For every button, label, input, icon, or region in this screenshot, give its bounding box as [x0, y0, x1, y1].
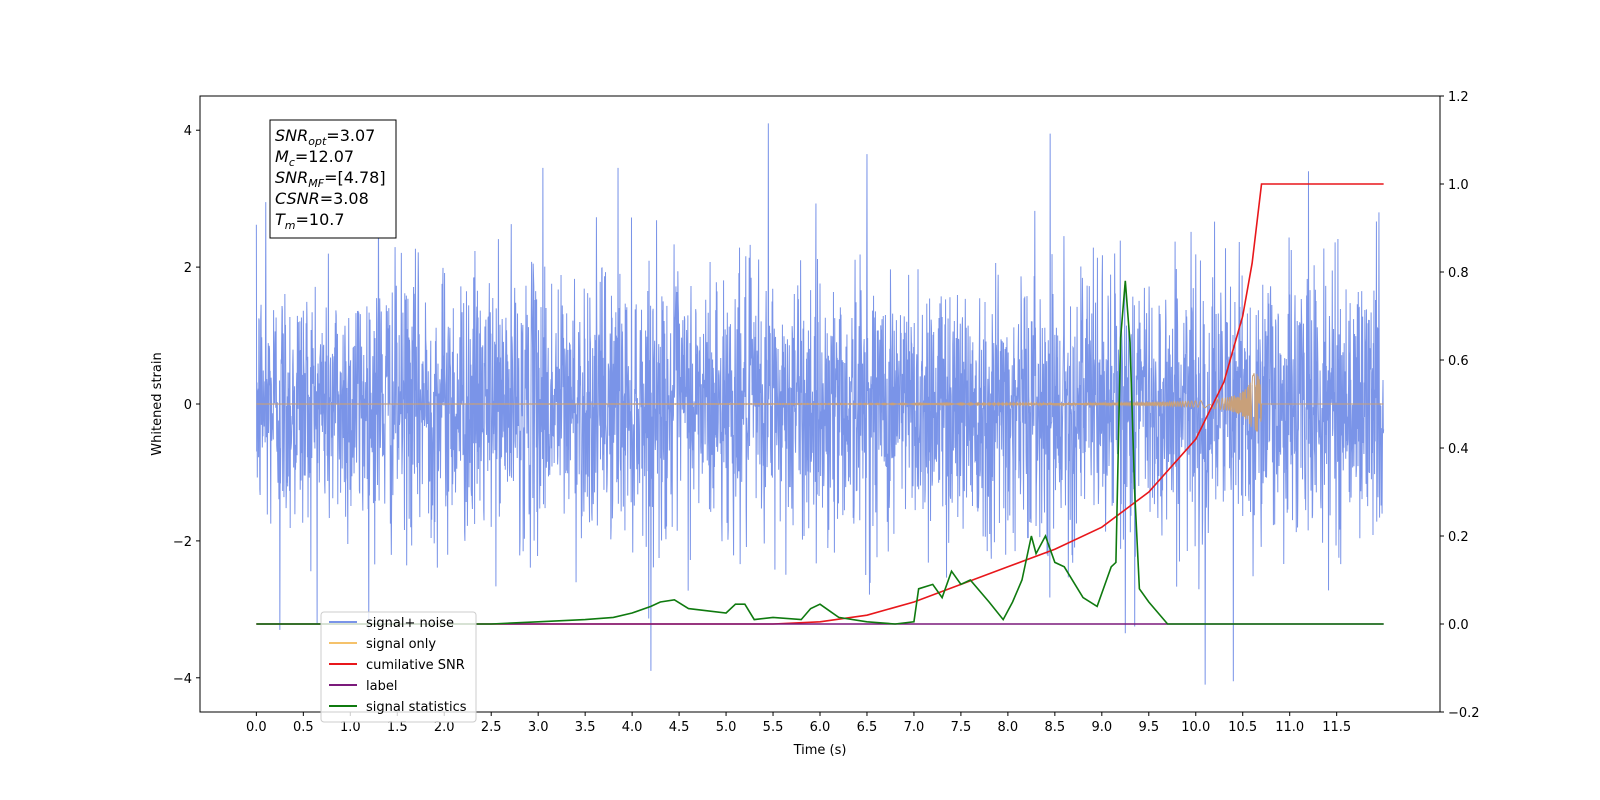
- legend-frame: [320, 611, 477, 723]
- annotation-subscript: opt: [308, 135, 327, 148]
- y-tick-label: 0: [184, 398, 192, 413]
- annotation-line: SNRMF=[4.78]: [275, 168, 386, 190]
- y-axis-left: 4 2 0 −2 −4: [173, 124, 200, 687]
- annotation-value: =3.07: [326, 126, 375, 145]
- annotation-symbol: T: [275, 210, 286, 229]
- y-tick-label: −2: [173, 535, 192, 550]
- legend-label: label: [366, 679, 397, 694]
- annotation-symbol: SNR: [275, 126, 308, 145]
- annotation-line: Tm=10.7: [275, 210, 345, 232]
- y2-tick-label: 0.8: [1448, 266, 1469, 281]
- x-tick-label: 8.5: [1045, 720, 1066, 735]
- x-tick-label: 1.5: [387, 720, 408, 735]
- annotation-subscript: c: [289, 156, 295, 169]
- y-axis-right: 1.2 1.0 0.8 0.6 0.4 0.2 0.0 −0.2: [1440, 90, 1480, 721]
- x-tick-label: 5.5: [763, 720, 784, 735]
- legend-label: signal+ noise: [366, 616, 454, 631]
- y2-tick-label: 0.6: [1448, 354, 1469, 369]
- x-tick-label: 7.5: [951, 720, 972, 735]
- series-signal-only: [256, 373, 1384, 432]
- annotation-line: Mc=12.07: [275, 147, 354, 169]
- x-tick-label: 9.5: [1138, 720, 1159, 735]
- annotation-frame: [269, 119, 397, 239]
- x-tick-label: 11.0: [1275, 720, 1304, 735]
- x-tick-label: 1.0: [340, 720, 361, 735]
- annotation-box: SNRopt=3.07Mc=12.07SNRMF=[4.78]CSNR=3.08…: [269, 119, 397, 239]
- annotation-value: =12.07: [295, 147, 354, 166]
- y-tick-label: 2: [184, 261, 192, 276]
- annotation-symbol: M: [275, 147, 289, 166]
- annotation-value: =10.7: [296, 210, 345, 229]
- annotation-value: =[4.78]: [324, 168, 386, 187]
- y2-tick-label: 0.2: [1448, 530, 1469, 545]
- x-tick-label: 10.0: [1181, 720, 1210, 735]
- x-tick-label: 6.0: [810, 720, 831, 735]
- annotation-value: =3.08: [320, 189, 369, 208]
- x-tick-label: 7.0: [904, 720, 925, 735]
- x-tick-label: 6.5: [857, 720, 878, 735]
- legend-label: signal statistics: [366, 700, 467, 715]
- series-signal-noise: [255, 123, 1385, 685]
- legend-label: cumilative SNR: [366, 658, 465, 673]
- x-tick-label: 9.0: [1091, 720, 1112, 735]
- y-tick-label: 4: [184, 124, 192, 139]
- y2-tick-label: 0.0: [1448, 618, 1469, 633]
- annotation-symbol: SNR: [275, 168, 308, 187]
- x-tick-label: 2.0: [434, 720, 455, 735]
- series-signal-statistics: [256, 280, 1384, 625]
- annotation-subscript: m: [285, 219, 296, 232]
- y2-tick-label: 0.4: [1448, 442, 1469, 457]
- y2-tick-label: −0.2: [1448, 706, 1480, 721]
- y2-tick-label: 1.2: [1448, 90, 1469, 105]
- annotation-symbol: CSNR: [275, 189, 320, 208]
- x-tick-label: 5.0: [716, 720, 737, 735]
- x-tick-label: 8.0: [998, 720, 1019, 735]
- annotation-line: SNRopt=3.07: [275, 126, 375, 148]
- legend-label: signal only: [366, 637, 436, 652]
- annotation-lines: SNRopt=3.07Mc=12.07SNRMF=[4.78]CSNR=3.08…: [275, 126, 386, 232]
- legend: signal+ noise signal only cumilative SNR la…: [320, 611, 477, 723]
- x-tick-label: 2.5: [481, 720, 502, 735]
- y-axis-label: Whitened strain: [150, 352, 165, 455]
- x-tick-label: 0.0: [246, 720, 267, 735]
- x-tick-label: 11.5: [1322, 720, 1351, 735]
- annotation-line: CSNR=3.08: [275, 189, 369, 208]
- x-tick-label: 4.5: [669, 720, 690, 735]
- legend-items: signal+ noise signal only cumilative SNR la…: [329, 616, 467, 715]
- x-tick-label: 3.0: [528, 720, 549, 735]
- x-tick-label: 10.5: [1228, 720, 1257, 735]
- x-axis: 0.0 0.5 1.0 1.5 2.0 2.5 3.0 3.5 4.0 4.5 5.0 5.5 6.0 6…: [246, 712, 1351, 735]
- x-tick-label: 4.0: [622, 720, 643, 735]
- annotation-subscript: MF: [308, 177, 324, 190]
- x-axis-label: Time (s): [793, 743, 847, 758]
- x-tick-label: 0.5: [293, 720, 314, 735]
- x-tick-label: 3.5: [575, 720, 596, 735]
- y-tick-label: −4: [173, 672, 192, 687]
- y2-tick-label: 1.0: [1448, 178, 1469, 193]
